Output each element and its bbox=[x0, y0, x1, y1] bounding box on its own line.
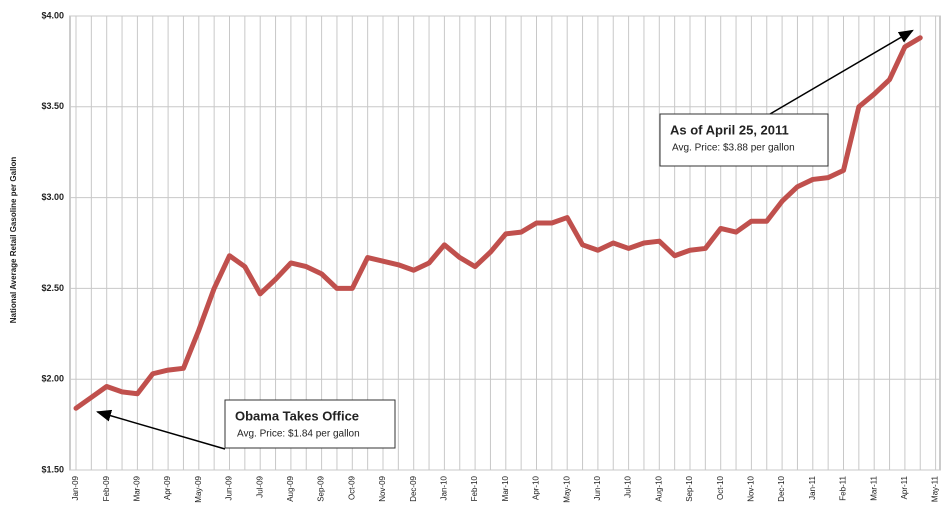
x-tick-label: Feb-10 bbox=[470, 475, 479, 501]
y-tick-label: $3.50 bbox=[41, 101, 64, 111]
plot-area bbox=[69, 15, 941, 471]
x-tick-label: Mar-11 bbox=[869, 475, 878, 500]
x-tick-label: Jul-09 bbox=[255, 475, 264, 497]
x-tick-label: Aug-10 bbox=[654, 475, 663, 501]
price-line bbox=[73, 35, 923, 411]
x-tick-label: Jan-09 bbox=[71, 475, 80, 500]
x-tick-label: Jul-10 bbox=[624, 475, 633, 497]
annotation-title: As of April 25, 2011 bbox=[670, 122, 789, 137]
y-tick-label: $2.00 bbox=[41, 374, 64, 384]
x-tick-label: Mar-10 bbox=[501, 475, 510, 501]
x-tick-label: Jun-09 bbox=[225, 475, 234, 500]
x-tick-label: Feb-11 bbox=[839, 475, 848, 500]
annotation-text: Avg. Price: $1.84 per gallon bbox=[237, 429, 360, 440]
x-tick-label: May-11 bbox=[931, 475, 940, 502]
y-tick-label: $4.00 bbox=[41, 10, 64, 20]
y-tick-label: $2.50 bbox=[41, 283, 64, 293]
x-tick-label: Feb-09 bbox=[102, 475, 111, 501]
annotation-arrow bbox=[769, 29, 914, 115]
x-tick-label: Sep-10 bbox=[685, 475, 694, 501]
x-tick-label: Jan-10 bbox=[440, 475, 449, 500]
x-tick-label: Nov-10 bbox=[747, 475, 756, 501]
x-tick-label: Jun-10 bbox=[593, 475, 602, 500]
y-tick-label: $3.00 bbox=[41, 192, 64, 202]
x-tick-label: Dec-10 bbox=[777, 475, 786, 501]
x-tick-label: Mar-09 bbox=[133, 475, 142, 501]
x-tick-label: Nov-09 bbox=[378, 475, 387, 501]
x-tick-label: May-10 bbox=[562, 475, 571, 502]
x-tick-label: Sep-09 bbox=[317, 475, 326, 501]
x-tick-label: Dec-09 bbox=[409, 475, 418, 501]
x-tick-label: Oct-10 bbox=[716, 475, 725, 500]
annotation-text: Avg. Price: $3.88 per gallon bbox=[672, 143, 795, 154]
x-tick-label: Jan-11 bbox=[808, 475, 817, 499]
y-axis-label: National Average Retail Gasoline per Gal… bbox=[9, 157, 18, 324]
x-tick-label: Aug-09 bbox=[286, 475, 295, 501]
x-tick-label: Oct-09 bbox=[347, 475, 356, 500]
x-tick-label: Apr-09 bbox=[163, 475, 172, 500]
x-tick-label: Apr-11 bbox=[900, 475, 909, 499]
annotation-box bbox=[224, 399, 396, 449]
annotation-box bbox=[659, 113, 829, 167]
y-tick-label: $1.50 bbox=[41, 464, 64, 474]
x-tick-label: Apr-10 bbox=[532, 475, 541, 500]
x-tick-label: May-09 bbox=[194, 475, 203, 502]
annotation-arrow bbox=[96, 409, 226, 450]
annotation-title: Obama Takes Office bbox=[235, 408, 359, 423]
